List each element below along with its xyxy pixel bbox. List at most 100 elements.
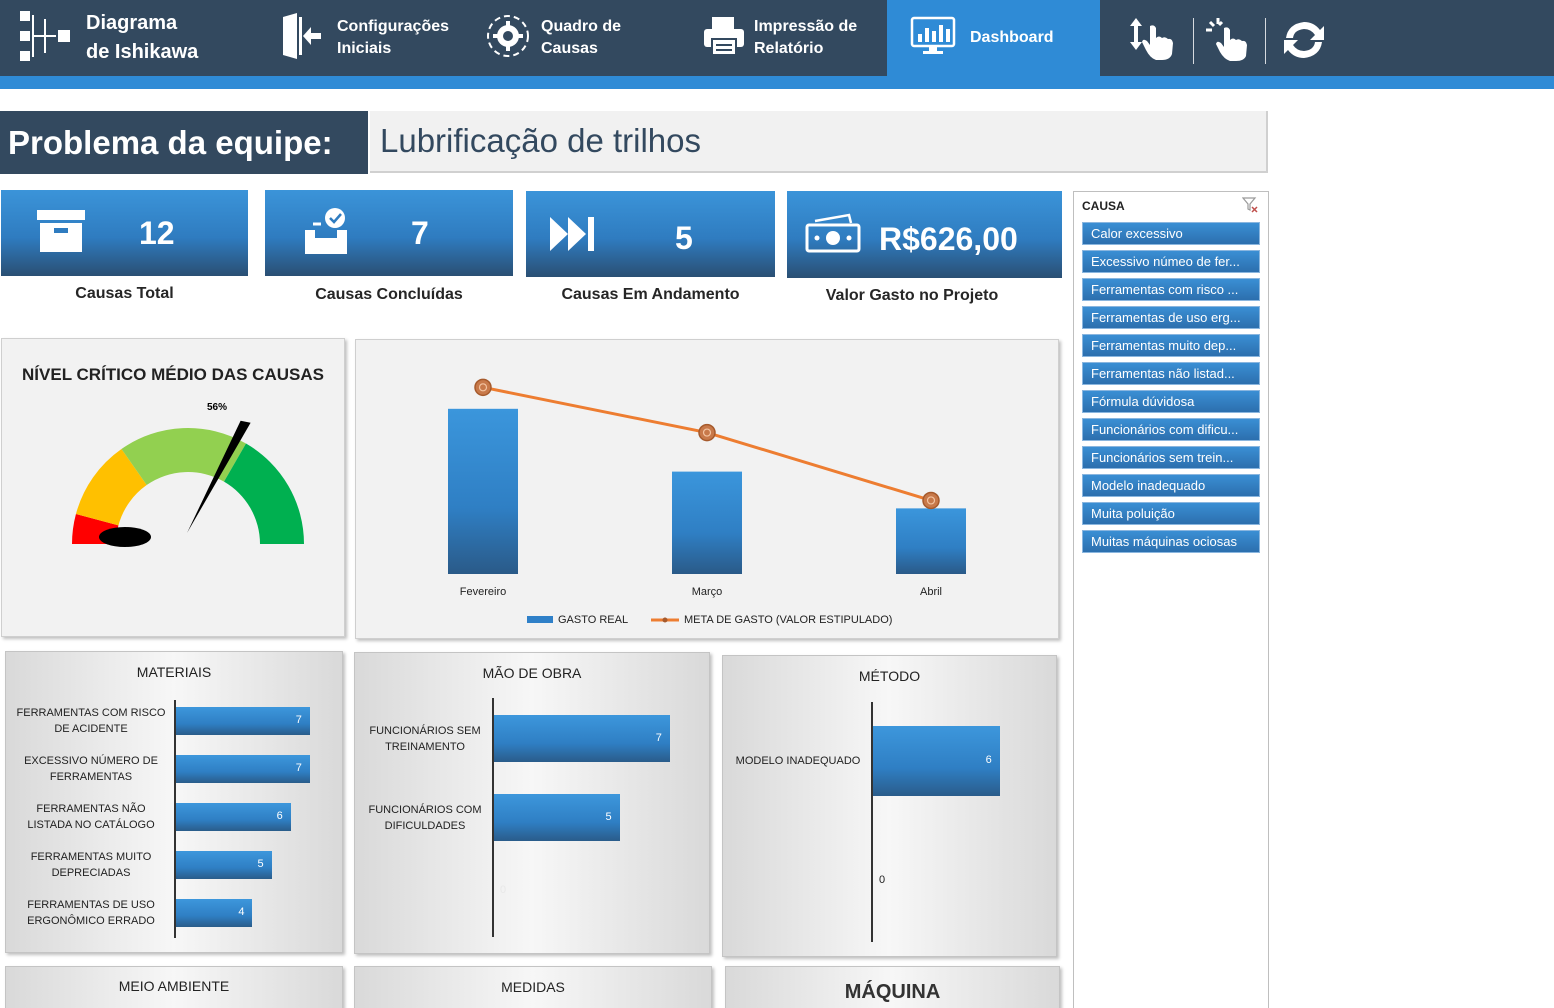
nav-dashboard[interactable]: Dashboard bbox=[887, 0, 1100, 76]
slicer-item[interactable]: Modelo inadequado bbox=[1082, 474, 1260, 497]
slicer-item[interactable]: Funcionários sem trein... bbox=[1082, 446, 1260, 469]
line-point bbox=[922, 491, 940, 510]
money-bill-icon bbox=[805, 213, 861, 258]
panel-title: MEDIDAS bbox=[501, 979, 565, 995]
kpi-value: R$626,00 bbox=[879, 221, 1018, 257]
bar-value-label: 5 bbox=[257, 858, 264, 870]
legend-label: META DE GASTO (VALOR ESTIPULADO) bbox=[684, 614, 892, 626]
dashboard-monitor-icon bbox=[910, 16, 956, 61]
bar-value-label: 6 bbox=[276, 810, 283, 822]
kpi-valor-gasto: R$626,00 bbox=[787, 191, 1062, 278]
slicer-item[interactable]: Muitas máquinas ociosas bbox=[1082, 530, 1260, 553]
nav-configuracoes-iniciais[interactable]: Configurações Iniciais bbox=[281, 0, 449, 76]
nav-item-label: Dashboard bbox=[970, 29, 1054, 46]
panel-metodo: MÉTODO MODELO INADEQUADO 6 0 bbox=[722, 655, 1057, 957]
toolbar-divider bbox=[1193, 18, 1194, 64]
gauge-pivot bbox=[99, 527, 151, 547]
kpi-value: 7 bbox=[411, 215, 429, 251]
bar[interactable] bbox=[176, 803, 291, 831]
bar[interactable] bbox=[176, 707, 310, 735]
kpi-caption: Causas Concluídas bbox=[315, 286, 463, 303]
chart-axis bbox=[871, 702, 873, 942]
refresh-icon[interactable] bbox=[1280, 18, 1328, 67]
causa-slicer: CAUSA Calor excessivo Excessivo númeo de … bbox=[1073, 191, 1269, 1008]
kpi-caption: Valor Gasto no Projeto bbox=[825, 287, 999, 304]
slicer-item[interactable]: Ferramentas não listad... bbox=[1082, 362, 1260, 385]
x-tick-label: Abril bbox=[920, 586, 942, 598]
nav-item-label: Impressão de Relatório bbox=[754, 18, 858, 57]
bar-category-label: EXCESSIVO NÚMERO DE FERRAMENTAS bbox=[24, 755, 158, 783]
gauge-value-label: 56% bbox=[207, 402, 227, 413]
x-tick-label: Fevereiro bbox=[460, 586, 506, 598]
slicer-item[interactable]: Calor excessivo bbox=[1082, 222, 1260, 245]
gasto-chart-panel: Fevereiro Março Abril GASTO REAL META DE GAS… bbox=[355, 339, 1059, 639]
problem-value: Lubrificação de trilhos bbox=[370, 111, 1268, 173]
bar[interactable] bbox=[176, 899, 253, 927]
line-point bbox=[474, 378, 492, 397]
panel-maquina: MÁQUINA bbox=[725, 966, 1060, 1008]
bar-category-label: FERRAMENTAS NÃO LISTADA NO CATÁLOGO bbox=[27, 803, 155, 831]
line-point-inner bbox=[478, 383, 488, 392]
line-point-inner bbox=[926, 496, 936, 505]
kpi-causas-total: 12 bbox=[1, 190, 248, 276]
bar-category-label: FERRAMENTAS COM RISCO DE ACIDENTE bbox=[16, 707, 166, 735]
hand-pointer-scroll-icon[interactable] bbox=[1128, 16, 1176, 67]
bar[interactable] bbox=[494, 715, 670, 762]
slicer-item[interactable]: Ferramentas muito dep... bbox=[1082, 334, 1260, 357]
bar-value-label: 7 bbox=[295, 714, 302, 726]
printer-icon bbox=[702, 15, 746, 62]
bar-category-label: FUNCIONÁRIOS COM DIFICULDADES bbox=[368, 803, 482, 832]
nav-item-label: Quadro de Causas bbox=[541, 18, 622, 57]
bar[interactable] bbox=[176, 851, 272, 879]
bar-value-label: 0 bbox=[879, 874, 886, 886]
slicer-item[interactable]: Excessivo númeo de fer... bbox=[1082, 250, 1260, 273]
problem-label: Problema da equipe: bbox=[0, 111, 368, 174]
bar-value-label: 7 bbox=[655, 731, 662, 744]
slicer-item[interactable]: Ferramentas de uso erg... bbox=[1082, 306, 1260, 329]
slicer-item[interactable]: Muita poluição bbox=[1082, 502, 1260, 525]
nav-item-label: Configurações Iniciais bbox=[337, 18, 450, 57]
bar[interactable] bbox=[873, 726, 1000, 796]
slicer-item[interactable]: Fórmula dúvidosa bbox=[1082, 390, 1260, 413]
panel-mao-de-obra: MÃO DE OBRA FUNCIONÁRIOS SEM TREINAMENTO… bbox=[354, 652, 710, 954]
gauge-title: NÍVEL CRÍTICO MÉDIO DAS CAUSAS bbox=[22, 365, 324, 384]
slicer-item[interactable]: Funcionários com dificu... bbox=[1082, 418, 1260, 441]
panel-title: MÃO DE OBRA bbox=[482, 665, 582, 681]
panel-title: MÉTODO bbox=[858, 668, 921, 684]
clear-filter-icon[interactable] bbox=[1241, 197, 1258, 218]
nav-impressao-de-relatorio[interactable]: Impressão de Relatório bbox=[702, 0, 857, 76]
bar[interactable] bbox=[494, 794, 620, 841]
slicer-item[interactable]: Ferramentas com risco ... bbox=[1082, 278, 1260, 301]
gauge-panel: NÍVEL CRÍTICO MÉDIO DAS CAUSAS 56% bbox=[1, 338, 345, 637]
panel-title: MATERIAIS bbox=[136, 664, 212, 680]
nav-brand[interactable]: Diagrama de Ishikawa bbox=[18, 0, 248, 76]
bar bbox=[672, 471, 742, 574]
bar-category-label: MODELO INADEQUADO bbox=[735, 755, 861, 767]
bar bbox=[896, 508, 966, 574]
bar-category-label: FERRAMENTAS DE USO ERGONÔMICO ERRADO bbox=[27, 899, 155, 927]
archive-box-icon bbox=[35, 208, 87, 259]
line-point bbox=[698, 423, 716, 442]
panel-meio-ambiente: MEIO AMBIENTE bbox=[5, 966, 343, 1008]
nav-quadro-de-causas[interactable]: Quadro de Causas bbox=[485, 0, 621, 76]
bar-value-label: 7 bbox=[295, 762, 302, 774]
inbox-check-icon bbox=[303, 206, 351, 261]
ishikawa-diagram-icon bbox=[18, 9, 72, 68]
slicer-title: CAUSA bbox=[1082, 199, 1125, 213]
bar bbox=[448, 408, 518, 574]
chart-axis bbox=[174, 700, 176, 938]
hand-pointer-click-icon[interactable] bbox=[1204, 16, 1252, 67]
kpi-caption: Causas Em Andamento bbox=[561, 286, 740, 303]
legend-swatch-bar bbox=[527, 616, 553, 623]
kpi-causas-em-andamento: 5 bbox=[526, 191, 775, 277]
line-point-inner bbox=[702, 428, 712, 437]
nav-accent-line bbox=[0, 76, 1554, 89]
gauge-needle bbox=[187, 420, 251, 533]
gauge-segment bbox=[121, 428, 246, 486]
bar[interactable] bbox=[176, 755, 310, 783]
gasto-chart: Fevereiro Março Abril GASTO REAL META DE GAS… bbox=[448, 378, 966, 626]
top-nav-bar: Diagrama de Ishikawa Configurações Inici… bbox=[0, 0, 1554, 76]
gauge-chart: 56% bbox=[72, 402, 304, 547]
legend-label: GASTO REAL bbox=[558, 614, 628, 626]
chart-axis bbox=[492, 698, 494, 937]
